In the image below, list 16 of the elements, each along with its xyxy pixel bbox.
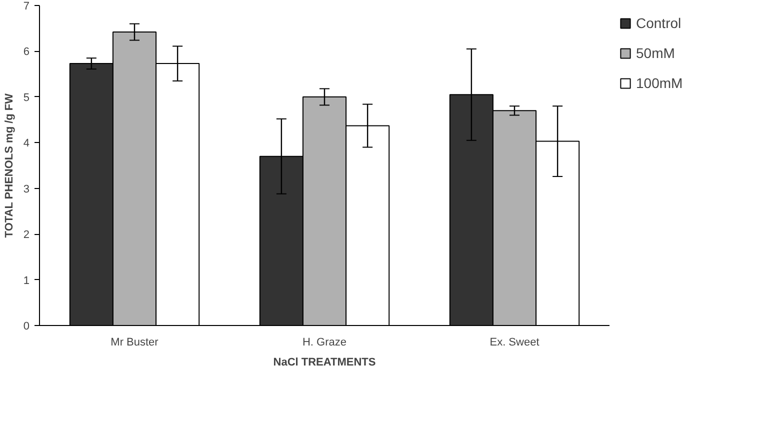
y-tick-label: 1: [23, 274, 30, 287]
y-tick-label: 4: [23, 138, 30, 150]
x-axis-title: NaCl TREATMENTS: [273, 356, 376, 368]
legend-label: Control: [636, 15, 682, 31]
legend-label: 100mM: [636, 75, 683, 91]
x-tick-label: H. Graze: [302, 336, 347, 348]
x-tick-label: Mr Buster: [110, 336, 159, 348]
y-tick-label: 0: [23, 320, 30, 332]
y-tick-label: 3: [23, 183, 30, 196]
y-tick-label: 2: [23, 229, 30, 242]
y-axis-title: TOTAL PHENOLS mg /g FW: [3, 92, 16, 238]
legend-label: 50mM: [636, 45, 675, 61]
x-tick-label: Ex. Sweet: [490, 336, 540, 348]
y-tick-label: 7: [23, 0, 30, 12]
y-tick-label: 5: [23, 92, 30, 104]
y-tick-label: 6: [23, 46, 30, 58]
